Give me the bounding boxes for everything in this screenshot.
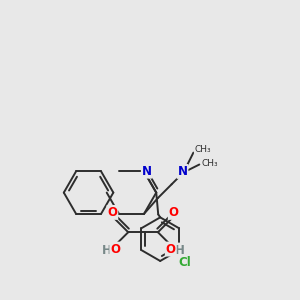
Text: O: O bbox=[169, 206, 179, 219]
Text: N: N bbox=[178, 165, 188, 178]
Text: N: N bbox=[142, 165, 152, 178]
Text: CH₃: CH₃ bbox=[201, 159, 218, 168]
Text: H: H bbox=[101, 244, 111, 256]
Text: O: O bbox=[166, 243, 176, 256]
Text: CH₃: CH₃ bbox=[194, 145, 211, 154]
Text: O: O bbox=[110, 243, 120, 256]
Text: Cl: Cl bbox=[179, 256, 191, 269]
Text: H: H bbox=[175, 244, 185, 256]
Text: O: O bbox=[107, 206, 117, 219]
